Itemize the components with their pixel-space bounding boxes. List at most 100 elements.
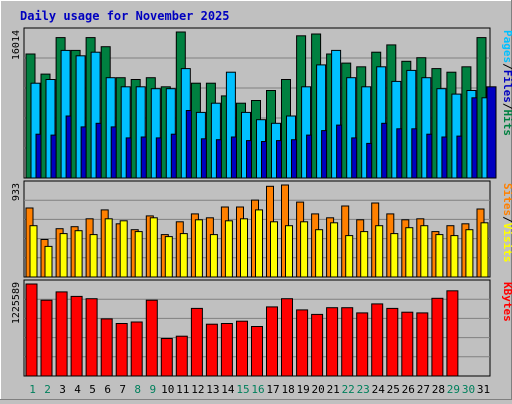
bar-kbytes <box>145 299 158 377</box>
x-tick-label: 30 <box>462 383 475 396</box>
bar-sites <box>89 234 98 278</box>
x-tick-label: 16 <box>251 383 264 396</box>
x-tick-label: 25 <box>387 383 400 396</box>
bar-sites <box>285 225 293 278</box>
axis-label-0: Pages <box>501 30 512 63</box>
x-tick-label: 5 <box>89 383 96 396</box>
bar-kbytes <box>160 338 173 377</box>
bar-kbytes <box>236 320 248 377</box>
axis-label-1: Files <box>501 70 512 103</box>
x-tick-label: 4 <box>74 383 81 396</box>
x-tick-label: 24 <box>372 383 386 396</box>
bar-kbytes <box>386 307 399 377</box>
chart-title: Daily usage for November 2025 <box>20 9 230 23</box>
bar-kbytes <box>326 307 339 377</box>
x-tick-label: 29 <box>447 383 460 396</box>
bar-kbytes <box>356 312 369 377</box>
bar-kbytes <box>311 313 324 377</box>
chart-panels: 16014Pages/Files/Hits933Sites/Visits1225… <box>11 27 512 377</box>
bar-sites <box>390 233 399 278</box>
bar-kbytes <box>266 306 278 377</box>
bar-kbytes <box>281 298 293 377</box>
bar-sites <box>164 236 173 278</box>
bar-kbytes <box>296 309 309 377</box>
bar-kbytes <box>416 312 429 377</box>
panel-visits-max-label: 933 <box>11 183 22 201</box>
x-tick-label: 1 <box>29 383 36 396</box>
x-tick-label: 6 <box>104 383 111 396</box>
x-axis-labels: 1 2 3 4 5 6 7 8 9 10 11 12 13 14 15 16 17 18 19 20 21 22 23 24 2… <box>29 383 490 396</box>
bar-kbytes <box>175 335 188 377</box>
bar-kbytes <box>130 321 143 377</box>
panel-hits-axis-label: Pages/Files/Hits <box>501 30 512 136</box>
x-tick-label: 26 <box>402 383 415 396</box>
bar-sites <box>450 235 459 278</box>
bar-kbytes <box>55 291 68 377</box>
axis-label-2: Hits <box>501 110 512 137</box>
panel-visits: 933 Sites/Visits <box>11 180 512 278</box>
bar-sites <box>179 233 188 278</box>
bar-kbytes <box>446 290 459 377</box>
x-tick-label: 27 <box>417 383 430 396</box>
bar-kbytes <box>85 298 98 377</box>
bar-sites <box>119 220 128 278</box>
bar-sites <box>194 219 203 278</box>
bar-kbytes <box>40 299 53 377</box>
x-tick-label: 14 <box>221 383 235 396</box>
x-tick-label: 3 <box>59 383 66 396</box>
x-tick-label: 20 <box>311 383 324 396</box>
x-tick-label: 2 <box>44 383 51 396</box>
bar-sites <box>345 235 354 278</box>
bar-sites <box>360 231 369 278</box>
bar-sites <box>44 245 53 278</box>
axis-label-1: Visits <box>501 223 512 263</box>
x-tick-label: 28 <box>432 383 445 396</box>
bar-sites <box>405 227 414 278</box>
bar-kbytes <box>205 323 218 377</box>
axis-label-separator: / <box>501 216 512 223</box>
bar-sites <box>465 229 474 278</box>
bar-sites <box>420 225 429 278</box>
bar-pages <box>486 86 497 179</box>
x-tick-label: 9 <box>149 383 156 396</box>
bar-kbytes <box>251 326 263 377</box>
panel-visits-bars <box>25 184 489 278</box>
axis-label-separator: / <box>501 63 512 70</box>
panel-kbytes-max-label: 1225589 <box>11 282 22 324</box>
bar-kbytes <box>341 307 354 377</box>
axis-label-0: KBytes <box>501 282 512 322</box>
panel-kbytes-bars <box>25 283 459 377</box>
x-tick-label: 23 <box>357 383 370 396</box>
x-tick-label: 17 <box>266 383 279 396</box>
bar-sites <box>255 209 263 278</box>
bar-kbytes <box>100 318 113 377</box>
bar-sites <box>104 218 113 278</box>
bar-sites <box>149 217 158 278</box>
bar-sites <box>29 225 38 278</box>
axis-label-0: Sites <box>501 183 512 216</box>
bar-sites <box>480 222 489 278</box>
bar-sites <box>330 222 339 278</box>
bar-kbytes <box>115 323 128 377</box>
x-tick-label: 15 <box>236 383 249 396</box>
bar-sites <box>134 231 143 278</box>
x-tick-label: 31 <box>477 383 490 396</box>
bar-kbytes <box>25 283 38 377</box>
axis-label-separator: / <box>501 103 512 110</box>
x-tick-label: 12 <box>191 383 204 396</box>
bar-sites <box>270 221 278 278</box>
panel-visits-axis-label: Sites/Visits <box>501 183 512 263</box>
bar-sites <box>300 221 309 278</box>
x-tick-label: 13 <box>206 383 219 396</box>
x-tick-label: 19 <box>296 383 309 396</box>
bar-sites <box>240 218 248 278</box>
x-tick-label: 11 <box>176 383 189 396</box>
bar-sites <box>209 234 218 278</box>
bar-kbytes <box>431 297 444 377</box>
panel-kbytes-axis-label: KBytes <box>501 282 512 322</box>
bar-sites <box>224 220 233 278</box>
bar-sites <box>435 234 444 278</box>
